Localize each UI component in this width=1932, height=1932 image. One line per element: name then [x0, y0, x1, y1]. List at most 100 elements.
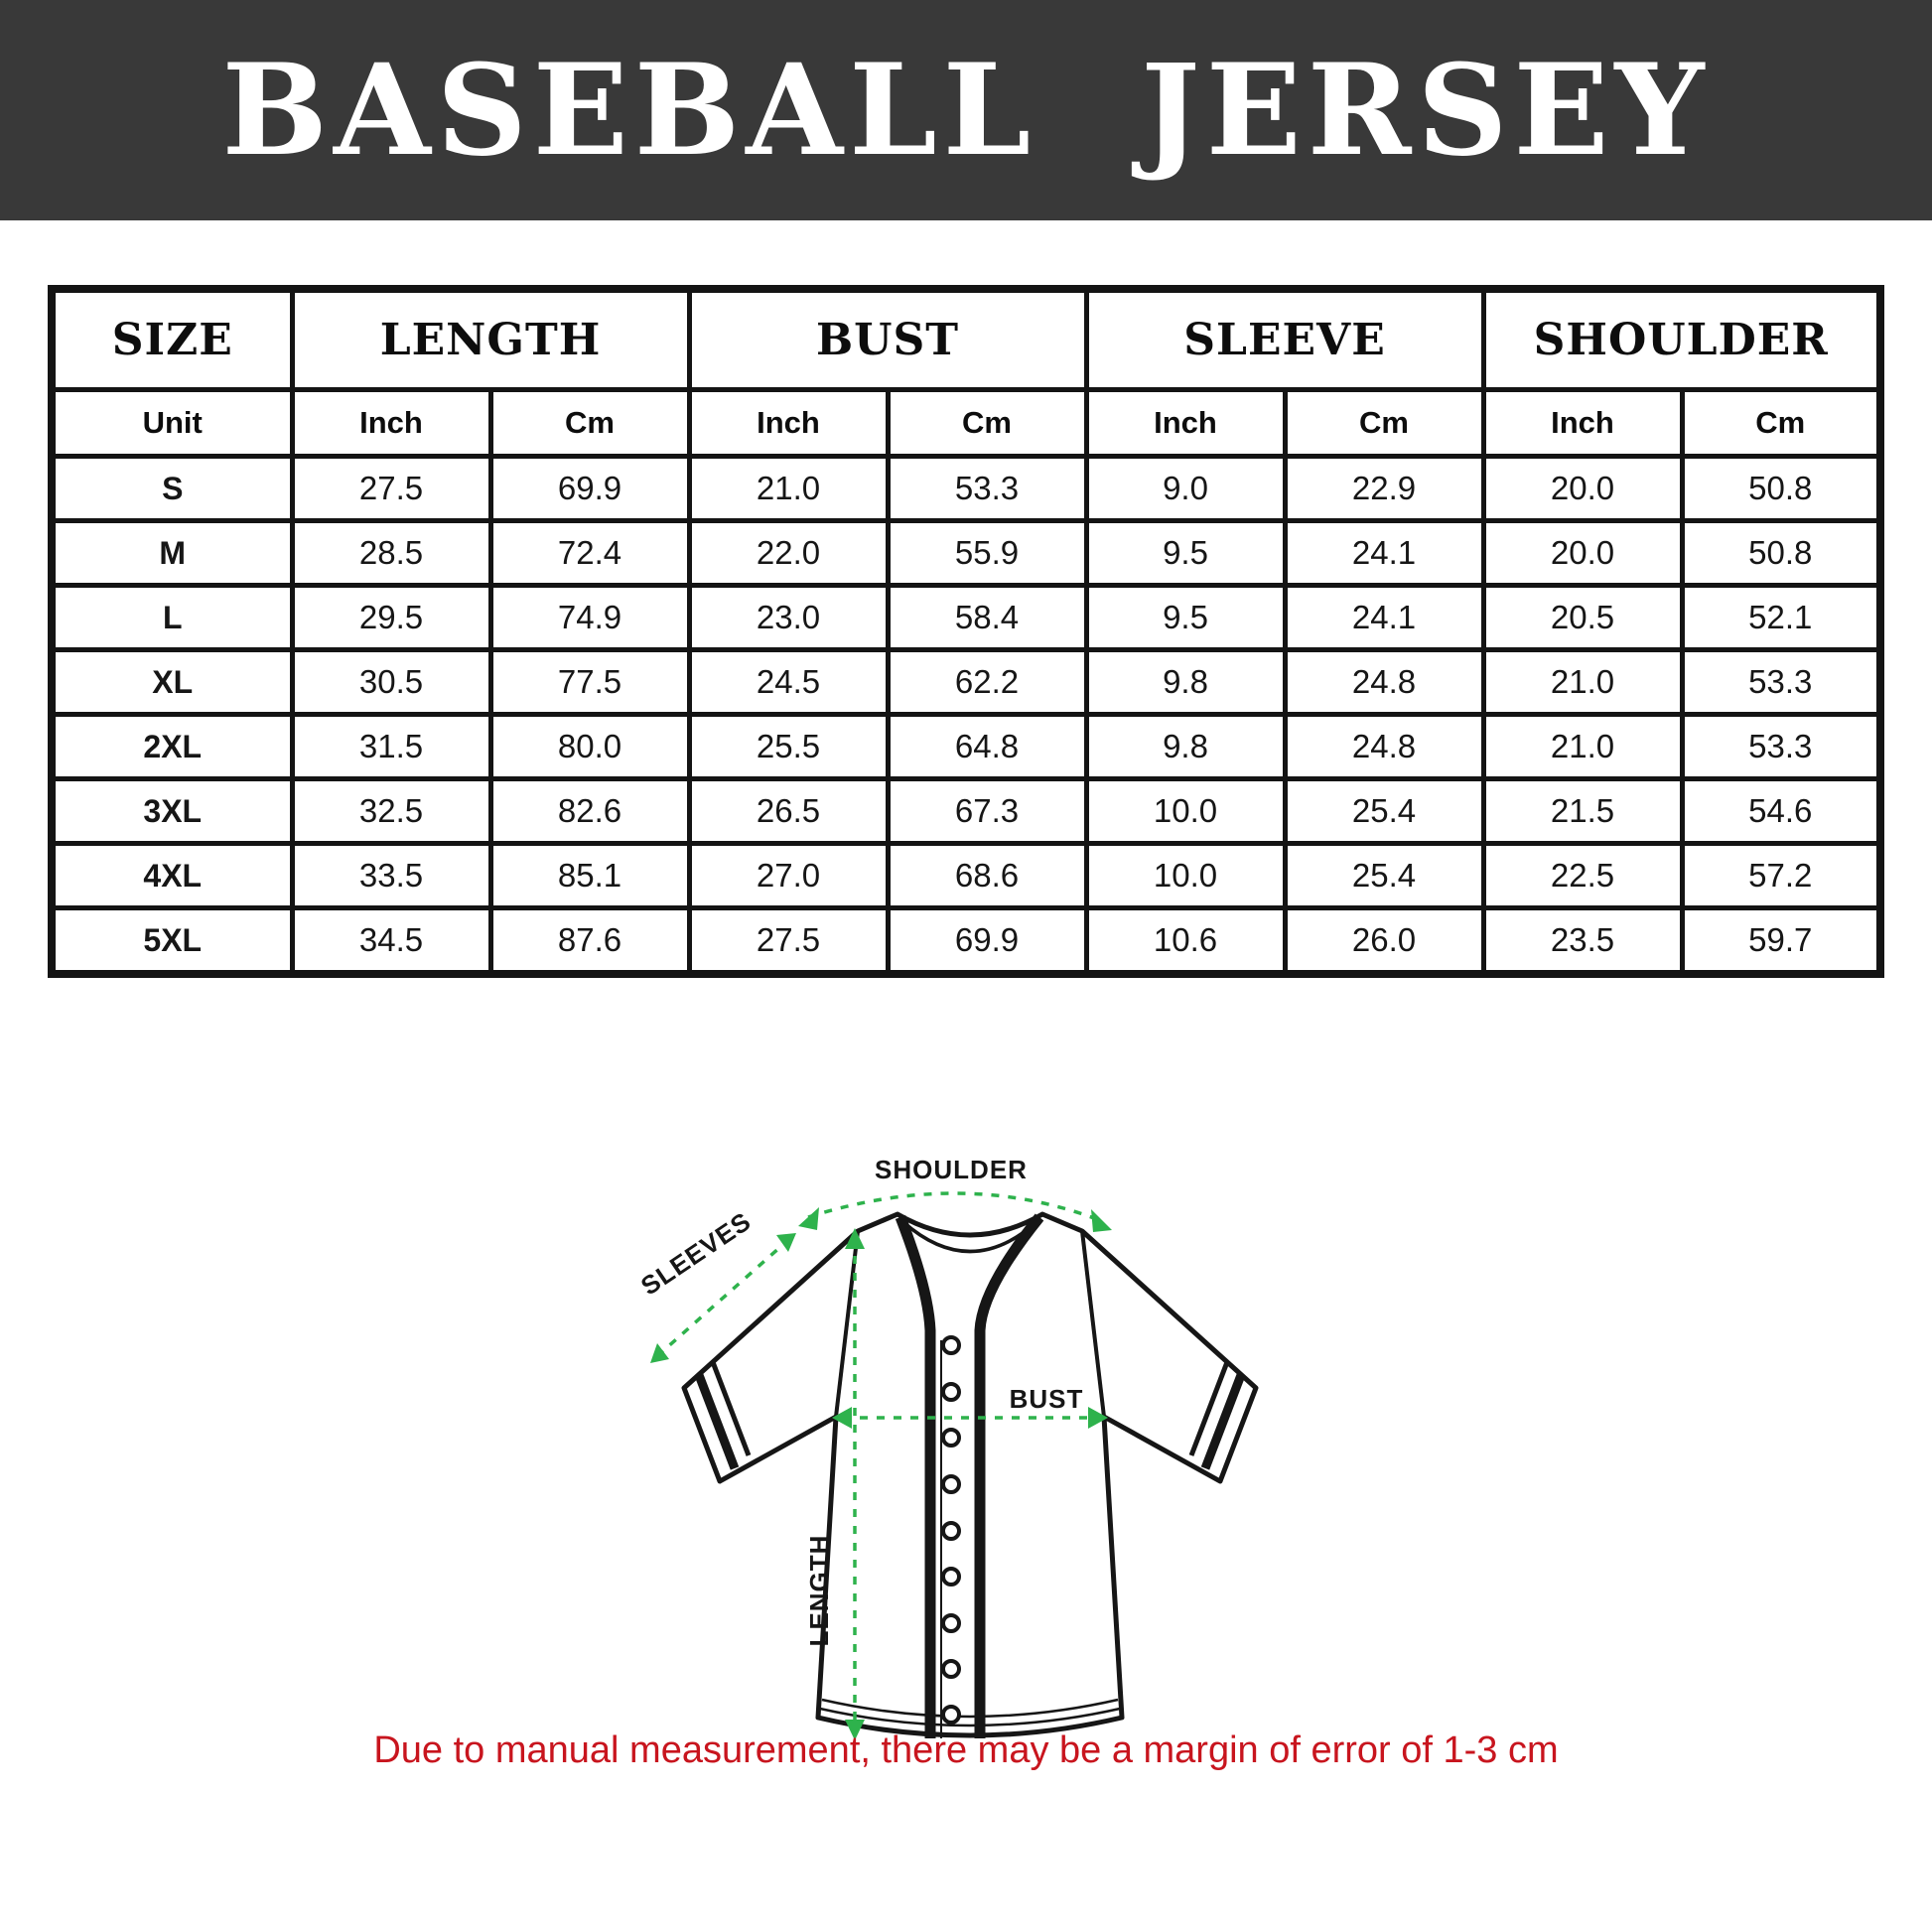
cell: 25.5 — [686, 712, 891, 781]
table-row: M 28.5 72.4 22.0 55.9 9.5 24.1 20.0 50.8 — [49, 518, 1883, 588]
table-unit-row: Unit Inch Cm Inch Cm Inch Cm Inch Cm — [49, 387, 1883, 459]
shoulder-measure-line — [807, 1191, 1103, 1223]
table-row: 3XL 32.5 82.6 26.5 67.3 10.0 25.4 21.5 5… — [49, 776, 1883, 846]
placket-left-band — [895, 1215, 936, 1738]
cell: 62.2 — [885, 647, 1089, 717]
size-label: 3XL — [49, 776, 295, 846]
cell: 30.5 — [289, 647, 493, 717]
cell: 67.3 — [885, 776, 1089, 846]
shoulder-inch-header: Inch — [1480, 387, 1685, 459]
cell: 20.5 — [1480, 583, 1685, 652]
cell: 21.5 — [1480, 776, 1685, 846]
cell: 85.1 — [487, 841, 692, 910]
cell: 50.8 — [1679, 518, 1883, 588]
cell: 57.2 — [1679, 841, 1883, 910]
cell: 53.3 — [1679, 647, 1883, 717]
cell: 53.3 — [885, 454, 1089, 523]
cell: 34.5 — [289, 905, 493, 977]
cell: 59.7 — [1679, 905, 1883, 977]
cell: 10.6 — [1083, 905, 1288, 977]
unit-label: Unit — [49, 387, 295, 459]
cell: 23.0 — [686, 583, 891, 652]
shoulder-arrowhead-left — [798, 1207, 819, 1230]
right-armhole-seam — [1080, 1230, 1106, 1418]
cell: 27.5 — [289, 454, 493, 523]
bust-cm-header: Cm — [885, 387, 1089, 459]
size-label: 5XL — [49, 905, 295, 977]
cell: 55.9 — [885, 518, 1089, 588]
cell: 23.5 — [1480, 905, 1685, 977]
cell: 64.8 — [885, 712, 1089, 781]
cell: 24.5 — [686, 647, 891, 717]
cell: 27.0 — [686, 841, 891, 910]
size-chart-table: SIZE LENGTH BUST SLEEVE SHOULDER Unit In… — [48, 285, 1884, 978]
table-row: L 29.5 74.9 23.0 58.4 9.5 24.1 20.5 52.1 — [49, 583, 1883, 652]
cell: 24.8 — [1282, 712, 1486, 781]
cell: 22.0 — [686, 518, 891, 588]
measurement-note: Due to manual measurement, there may be … — [373, 1729, 1559, 1771]
sleeves-label: SLEEVES — [635, 1206, 757, 1302]
cell: 9.8 — [1083, 712, 1288, 781]
length-arrowhead-top — [845, 1228, 865, 1249]
cell: 24.1 — [1282, 583, 1486, 652]
cell: 29.5 — [289, 583, 493, 652]
cell: 69.9 — [487, 454, 692, 523]
col-header-sleeve: SLEEVE — [1083, 286, 1486, 392]
shoulder-arrowhead-right — [1091, 1209, 1112, 1232]
cell: 10.0 — [1083, 776, 1288, 846]
cell: 27.5 — [686, 905, 891, 977]
cell: 9.8 — [1083, 647, 1288, 717]
title-banner: BASEBALL JERSEY — [0, 0, 1932, 220]
cell: 26.0 — [1282, 905, 1486, 977]
table-row: 2XL 31.5 80.0 25.5 64.8 9.8 24.8 21.0 53… — [49, 712, 1883, 781]
sleeve-cm-header: Cm — [1282, 387, 1486, 459]
size-label: 2XL — [49, 712, 295, 781]
hem-stitch-line — [821, 1698, 1119, 1719]
left-cuff-stripe — [694, 1373, 740, 1470]
cell: 82.6 — [487, 776, 692, 846]
right-cuff-stripe-2 — [1188, 1361, 1230, 1456]
cell: 53.3 — [1679, 712, 1883, 781]
left-cuff-stripe-2 — [710, 1361, 752, 1456]
cell: 32.5 — [289, 776, 493, 846]
right-cuff-stripe — [1200, 1373, 1246, 1470]
cell: 52.1 — [1679, 583, 1883, 652]
cell: 22.9 — [1282, 454, 1486, 523]
cell: 21.0 — [686, 454, 891, 523]
sleeves-measure-line — [655, 1237, 791, 1358]
table-group-header-row: SIZE LENGTH BUST SLEEVE SHOULDER — [49, 286, 1883, 392]
bust-arrowhead-right — [1088, 1407, 1108, 1429]
sleeves-arrowhead-top — [776, 1233, 796, 1252]
cell: 33.5 — [289, 841, 493, 910]
col-header-size: SIZE — [49, 286, 295, 392]
size-label: L — [49, 583, 295, 652]
size-label: M — [49, 518, 295, 588]
cell: 26.5 — [686, 776, 891, 846]
col-header-bust: BUST — [686, 286, 1089, 392]
left-armhole-seam — [834, 1230, 860, 1418]
button-row — [941, 1335, 961, 1725]
cell: 74.9 — [487, 583, 692, 652]
table-row: 4XL 33.5 85.1 27.0 68.6 10.0 25.4 22.5 5… — [49, 841, 1883, 910]
cell: 21.0 — [1480, 712, 1685, 781]
col-header-shoulder: SHOULDER — [1480, 286, 1883, 392]
cell: 54.6 — [1679, 776, 1883, 846]
jersey-outline — [681, 1211, 1259, 1738]
bust-label: BUST — [1010, 1384, 1084, 1414]
collar-inner-line — [901, 1220, 1038, 1254]
cell: 58.4 — [885, 583, 1089, 652]
cell: 9.0 — [1083, 454, 1288, 523]
cell: 69.9 — [885, 905, 1089, 977]
cell: 21.0 — [1480, 647, 1685, 717]
table-row: 5XL 34.5 87.6 27.5 69.9 10.6 26.0 23.5 5… — [49, 905, 1883, 977]
size-label: S — [49, 454, 295, 523]
table-row: S 27.5 69.9 21.0 53.3 9.0 22.9 20.0 50.8 — [49, 454, 1883, 523]
cell: 20.0 — [1480, 454, 1685, 523]
cell: 22.5 — [1480, 841, 1685, 910]
cell: 77.5 — [487, 647, 692, 717]
size-label: 4XL — [49, 841, 295, 910]
bust-inch-header: Inch — [686, 387, 891, 459]
cell: 68.6 — [885, 841, 1089, 910]
cell: 24.8 — [1282, 647, 1486, 717]
